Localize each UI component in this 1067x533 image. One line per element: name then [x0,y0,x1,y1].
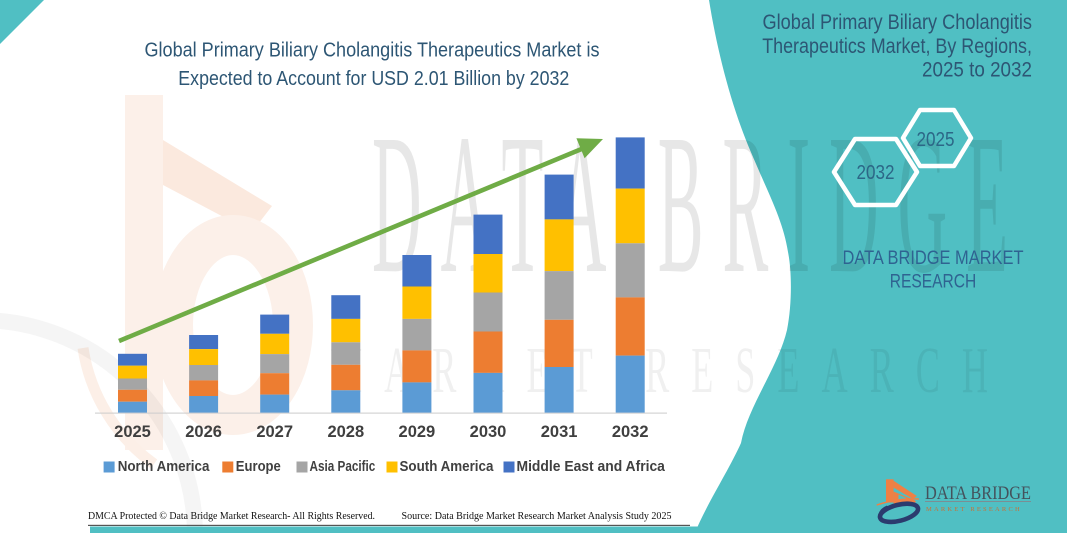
svg-text:2025 to 2032: 2025 to 2032 [922,58,1032,82]
svg-text:2025: 2025 [917,129,955,151]
svg-text:Middle East and Africa: Middle East and Africa [517,458,666,475]
svg-text:2026: 2026 [185,423,222,441]
svg-text:MARKET RESEARCH: MARKET RESEARCH [330,334,1010,407]
svg-text:2027: 2027 [256,423,293,441]
svg-text:North America: North America [118,458,210,475]
svg-text:2031: 2031 [541,423,578,441]
svg-text:DMCA Protected © Data Bridge M: DMCA Protected © Data Bridge Market Rese… [88,510,375,522]
svg-text:2032: 2032 [612,423,649,441]
svg-text:2029: 2029 [399,423,436,441]
svg-text:Expected to Account for USD 2.: Expected to Account for USD 2.01 Billion… [178,68,569,90]
svg-text:DATA BRIDGE: DATA BRIDGE [925,483,1031,504]
svg-text:RESEARCH: RESEARCH [890,272,977,293]
svg-text:DATA BRIDGE MARKET: DATA BRIDGE MARKET [843,248,1024,269]
svg-text:Europe: Europe [236,458,281,475]
svg-text:2028: 2028 [327,423,364,441]
svg-text:Global Primary Biliary Cholang: Global Primary Biliary Cholangitis Thera… [145,40,600,62]
svg-text:Global Primary Biliary Cholang: Global Primary Biliary Cholangitis [763,10,1033,34]
svg-text:2032: 2032 [857,162,895,184]
svg-text:2025: 2025 [114,423,151,441]
svg-text:MARKET RESEARCH: MARKET RESEARCH [926,506,1022,513]
svg-text:Therapeutics Market, By Region: Therapeutics Market, By Regions, [762,34,1032,58]
svg-text:South America: South America [400,458,494,475]
svg-text:Source: Data Bridge Market Res: Source: Data Bridge Market Research Mark… [402,510,672,522]
svg-text:2030: 2030 [470,423,507,441]
svg-text:Asia Pacific: Asia Pacific [310,458,376,475]
